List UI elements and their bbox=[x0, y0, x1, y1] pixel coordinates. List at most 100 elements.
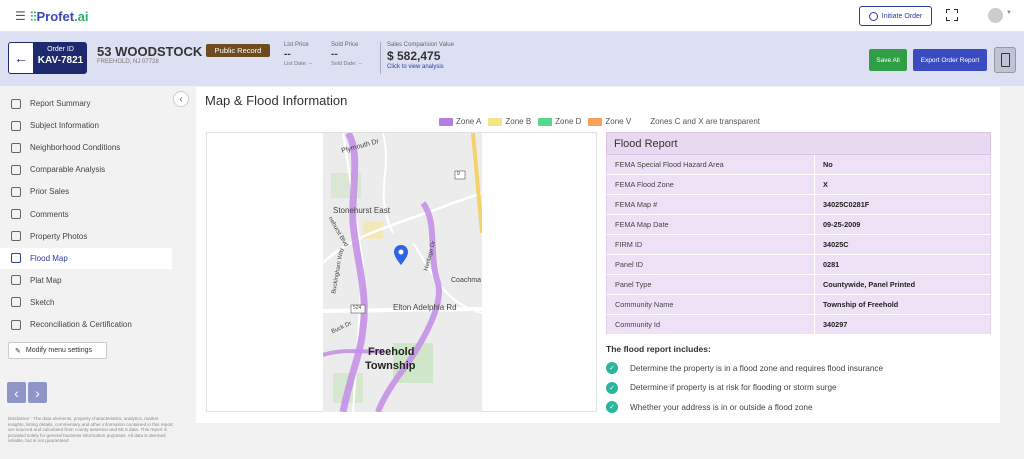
sidebar-item-prior-sales[interactable]: Prior Sales bbox=[0, 181, 172, 202]
main-panel: Map & Flood Information Zone A Zone B Zone… bbox=[196, 87, 1000, 423]
flood-report-title: Flood Report bbox=[606, 132, 991, 155]
row-value: X bbox=[823, 180, 828, 189]
section-icon bbox=[11, 186, 21, 197]
list-item: ✓ Determine if property is at risk for fl… bbox=[606, 381, 837, 394]
app-logo[interactable]: ⫶⫶Profet.ai bbox=[30, 9, 89, 24]
section-icon bbox=[11, 275, 21, 286]
route-label: 524 bbox=[353, 305, 362, 311]
row-label: FIRM ID bbox=[607, 235, 815, 254]
list-item: ✓ Determine the property is in a flood zo… bbox=[606, 362, 883, 374]
legend-note: Zones C and X are transparent bbox=[650, 117, 761, 126]
sidebar-item-property-photos[interactable]: Property Photos bbox=[0, 226, 172, 247]
row-label: Community Name bbox=[607, 295, 815, 314]
flood-report-table: Flood Report FEMA Special Flood Hazard A… bbox=[606, 132, 991, 335]
sidebar-item-flood-map[interactable]: Flood Map bbox=[0, 247, 172, 269]
top-bar: ☰ ⫶⫶Profet.ai Initiate Order ▼ bbox=[0, 0, 1024, 32]
legend-label: Zone D bbox=[555, 117, 582, 126]
check-icon: ✓ bbox=[606, 401, 618, 413]
avatar[interactable] bbox=[988, 8, 1003, 23]
initiate-order-button[interactable]: Initiate Order bbox=[859, 6, 932, 26]
row-label: FEMA Map Date bbox=[607, 215, 815, 234]
back-button[interactable]: ← bbox=[8, 42, 34, 74]
property-city: FREEHOLD, NJ 07728 bbox=[97, 59, 159, 65]
section-icon bbox=[11, 319, 21, 330]
sidebar-item-label: Neighborhood Conditions bbox=[30, 143, 121, 153]
map-label: Elton Adelphia Rd bbox=[393, 303, 457, 312]
list-item-text: Determine the property is in a flood zon… bbox=[630, 363, 884, 373]
map-graphic bbox=[323, 133, 482, 412]
save-all-button[interactable]: Save All bbox=[869, 49, 907, 71]
table-row: FEMA Flood Zone X bbox=[606, 175, 991, 195]
section-icon bbox=[11, 142, 21, 153]
fullscreen-icon[interactable] bbox=[946, 9, 958, 21]
sidebar-item-sketch[interactable]: Sketch bbox=[0, 292, 172, 313]
export-report-button[interactable]: Export Order Report bbox=[913, 49, 987, 71]
section-icon bbox=[11, 297, 21, 308]
section-icon bbox=[11, 98, 21, 109]
sidebar-item-label: Report Summary bbox=[30, 99, 91, 108]
modify-menu-button[interactable]: ✎ Modify menu settings bbox=[8, 342, 107, 359]
legend-swatch bbox=[439, 117, 453, 126]
legend-item: Zone V bbox=[588, 117, 631, 126]
sidebar-item-reconciliation-certification[interactable]: Reconciliation & Certification bbox=[0, 314, 172, 335]
order-header: ← Order ID KAV-7821 53 WOODSTOCK PL FREE… bbox=[0, 32, 1024, 86]
flood-map[interactable]: Plymouth Dr 9 Stonehurst East nehurst Bl… bbox=[323, 133, 482, 412]
sales-comparison-value: Sales Comparision Value $ 582,475 Click … bbox=[387, 42, 454, 70]
sidebar-item-comments[interactable]: Comments bbox=[0, 204, 172, 225]
row-label: FEMA Special Flood Hazard Area bbox=[607, 155, 815, 174]
sidebar-item-label: Subject Information bbox=[30, 121, 99, 131]
sidebar-item-label: Comparable Analysis bbox=[30, 165, 106, 175]
section-icon bbox=[11, 120, 21, 131]
table-row: FEMA Map Date 09-25-2009 bbox=[606, 215, 991, 235]
sidebar-item-label: Comments bbox=[30, 209, 69, 219]
section-icon bbox=[11, 231, 21, 242]
row-value: Countywide, Panel Printed bbox=[823, 280, 916, 289]
row-value: No bbox=[823, 160, 833, 169]
flood-map-frame: Plymouth Dr 9 Stonehurst East nehurst Bl… bbox=[206, 132, 597, 412]
disclaimer: Disclaimer : The data elements, property… bbox=[8, 416, 173, 444]
sidebar-item-report-summary[interactable]: Report Summary bbox=[0, 93, 172, 114]
map-label: Freehold bbox=[368, 346, 415, 358]
list-item-text: Determine if property is at risk for flo… bbox=[630, 383, 837, 392]
sidebar-item-label: Plat Map bbox=[30, 275, 62, 285]
row-value: Township of Freehold bbox=[823, 300, 899, 309]
table-row: Community Id 340297 bbox=[606, 315, 991, 335]
sidebar-item-subject-information[interactable]: Subject Information bbox=[0, 115, 172, 136]
order-id-box: Order ID KAV-7821 bbox=[34, 42, 87, 74]
includes-title: The flood report includes: bbox=[606, 344, 711, 354]
section-nav: ‹ › bbox=[7, 382, 47, 403]
legend-swatch bbox=[488, 117, 503, 126]
row-label: Community Id bbox=[607, 315, 815, 334]
sidebar-item-comparable-analysis[interactable]: Comparable Analysis bbox=[0, 159, 172, 180]
sidebar-item-label: Prior Sales bbox=[30, 187, 70, 197]
section-icon bbox=[11, 164, 21, 175]
prev-section-button[interactable]: ‹ bbox=[7, 382, 26, 403]
search-icon bbox=[868, 11, 878, 21]
sidebar: Report Summary Subject Information Neighbo… bbox=[0, 86, 183, 459]
chevron-down-icon[interactable]: ▼ bbox=[1006, 10, 1012, 16]
next-section-button[interactable]: › bbox=[28, 382, 47, 403]
legend-item: Zone A bbox=[439, 117, 481, 126]
location-pin-icon[interactable] bbox=[394, 245, 408, 265]
legend-swatch bbox=[538, 117, 553, 126]
row-label: Panel Type bbox=[607, 275, 815, 294]
calculator-icon[interactable] bbox=[994, 47, 1016, 73]
sidebar-item-label: Reconciliation & Certification bbox=[30, 320, 132, 329]
check-icon: ✓ bbox=[606, 362, 618, 374]
sidebar-item-neighborhood-conditions[interactable]: Neighborhood Conditions bbox=[0, 137, 172, 158]
row-value: 09-25-2009 bbox=[823, 220, 861, 229]
record-type-badge: Public Record bbox=[206, 44, 270, 57]
legend-label: Zone A bbox=[456, 117, 482, 126]
row-value: 0281 bbox=[823, 260, 840, 269]
check-icon: ✓ bbox=[606, 381, 618, 394]
row-value: 34025C bbox=[823, 240, 849, 249]
list-item-text: Whether your address is in or outside a … bbox=[630, 402, 813, 412]
sidebar-item-plat-map[interactable]: Plat Map bbox=[0, 270, 172, 291]
view-analysis-link[interactable]: Click to view analysis bbox=[387, 64, 444, 70]
page-title: Map & Flood Information bbox=[205, 93, 348, 108]
order-id: KAV-7821 bbox=[37, 55, 84, 66]
legend-item: Zone D bbox=[538, 117, 581, 126]
collapse-sidebar-button[interactable]: ‹ bbox=[173, 91, 189, 107]
menu-icon[interactable]: ☰ bbox=[15, 9, 26, 23]
table-row: Panel ID 0281 bbox=[606, 255, 991, 275]
